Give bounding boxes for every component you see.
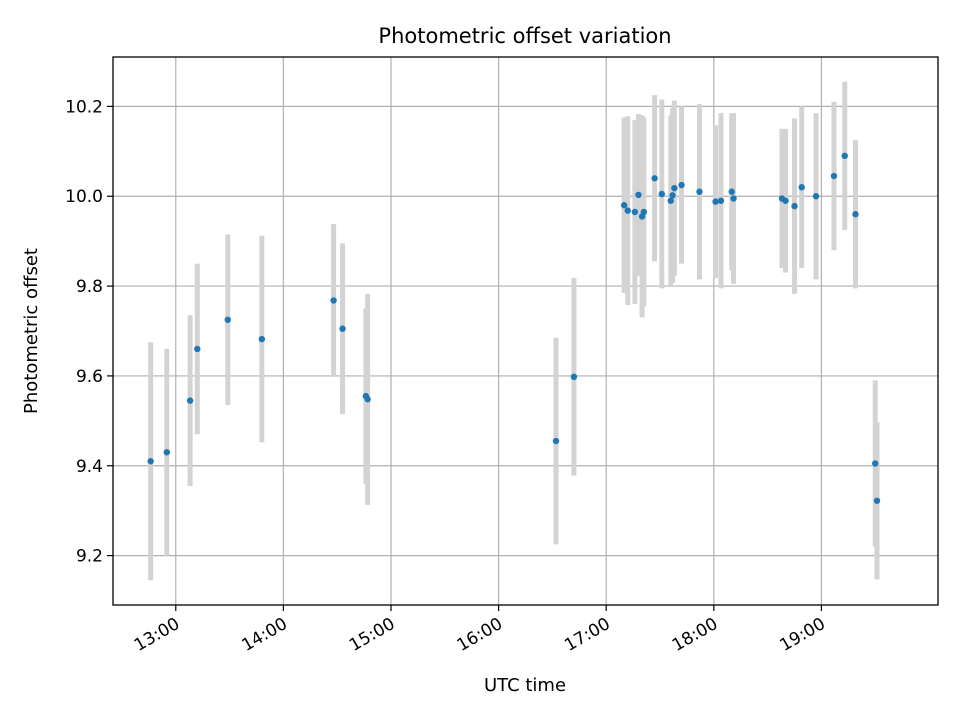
x-tick-label: 17:00 [561, 614, 613, 656]
x-axis-ticks: 13:00 14:00 15:00 16:00 17:00 18:00 19:00 [131, 605, 829, 656]
plot-frame [112, 56, 939, 606]
chart-title: Photometric offset variation [378, 24, 671, 48]
data-point [669, 192, 676, 199]
data-point [812, 193, 820, 200]
y-tick-label: 9.2 [76, 547, 103, 567]
x-tick-label: 18:00 [669, 614, 721, 656]
data-point [635, 191, 642, 199]
data-point [873, 497, 881, 504]
data-point [798, 184, 805, 191]
y-tick-label: 9.6 [76, 367, 103, 387]
data-point [339, 325, 346, 332]
data-point [791, 202, 798, 210]
y-tick-label: 9.4 [76, 457, 103, 477]
data-point [186, 397, 194, 404]
x-tick-label: 16:00 [454, 614, 506, 656]
data-point [667, 197, 674, 204]
data-point [163, 449, 171, 456]
data-point [872, 460, 879, 467]
data-point [717, 197, 725, 204]
data-point [782, 197, 789, 204]
data-point [830, 172, 838, 180]
y-tick-label: 10.0 [65, 187, 103, 207]
x-tick-label: 15:00 [346, 614, 398, 656]
x-axis-label: UTC time [484, 675, 566, 696]
data-point [730, 195, 737, 202]
data-point [651, 175, 658, 182]
data-point [364, 396, 371, 403]
data-point [330, 297, 337, 304]
data-point [258, 335, 266, 343]
data-point [640, 208, 648, 216]
x-tick-label: 19:00 [776, 614, 828, 656]
data-point [678, 181, 685, 189]
data-point [620, 202, 628, 209]
y-axis-ticks: 9.2 9.4 9.6 9.8 10.0 10.2 [65, 97, 113, 567]
data-point [631, 208, 639, 216]
data-point [712, 198, 719, 205]
x-tick-label: 13:00 [131, 614, 183, 656]
error-bars [148, 81, 880, 581]
data-point [194, 345, 201, 353]
data-points [147, 152, 881, 504]
data-point [570, 373, 578, 381]
y-tick-label: 10.2 [65, 97, 103, 117]
data-point [841, 152, 848, 160]
y-tick-label: 9.8 [76, 277, 103, 297]
data-point [624, 207, 631, 214]
data-point [696, 188, 703, 195]
data-point [852, 211, 859, 218]
data-point [728, 188, 735, 195]
y-axis-label: Photometric offset [21, 248, 42, 414]
x-tick-label: 14:00 [238, 614, 290, 656]
data-point [658, 190, 666, 198]
data-point [552, 437, 560, 445]
data-point [224, 316, 231, 323]
data-point [147, 458, 154, 465]
data-point [671, 184, 678, 192]
